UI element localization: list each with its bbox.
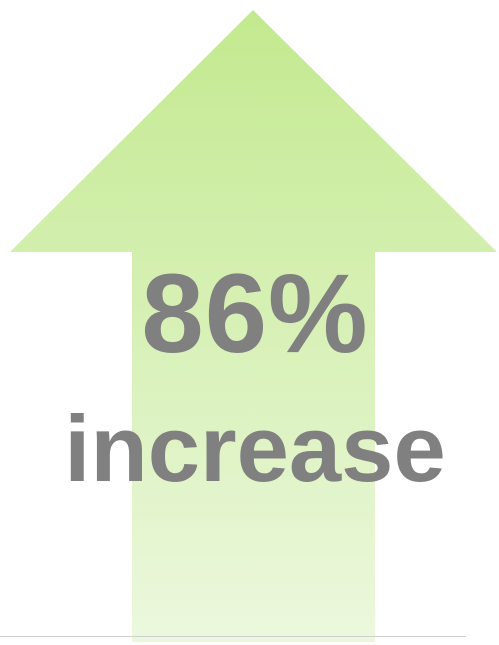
up-arrow-shape (10, 10, 497, 642)
stat-value: 86% (141, 251, 369, 376)
baseline-divider (0, 636, 466, 637)
stat-label: increase (64, 396, 446, 501)
